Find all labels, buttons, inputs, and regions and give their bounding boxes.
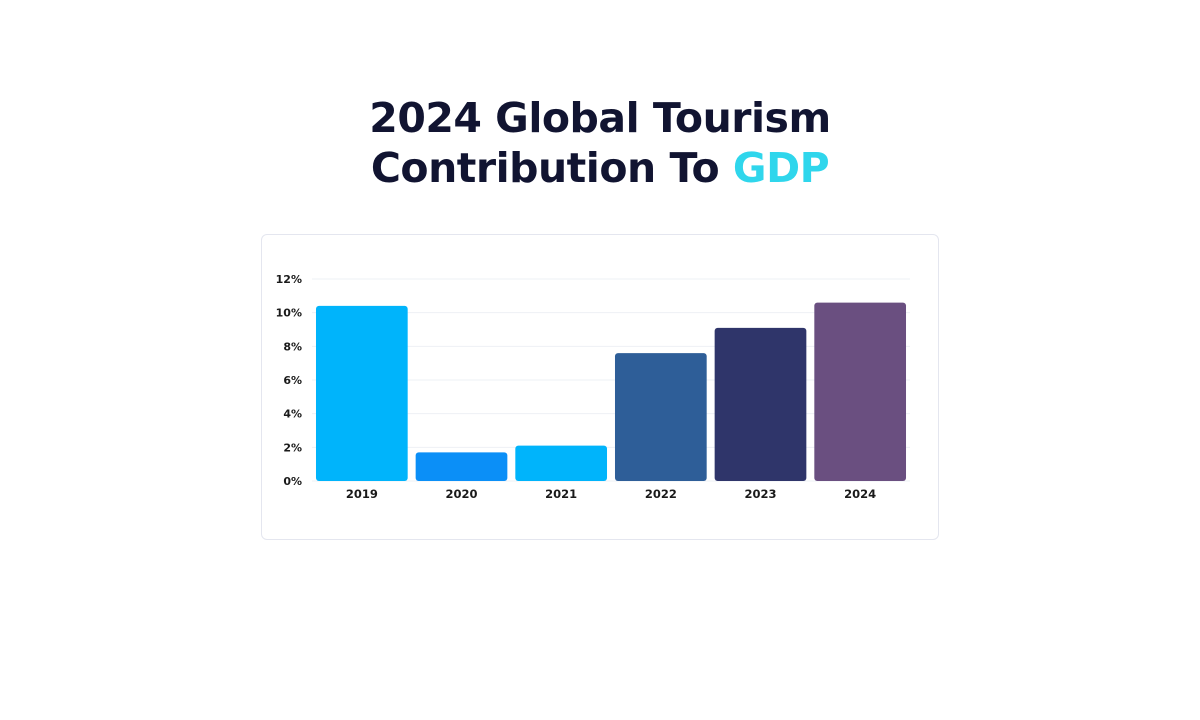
x-tick-label: 2023: [744, 487, 776, 501]
x-tick-label: 2020: [445, 487, 477, 501]
bar: [814, 302, 907, 481]
x-tick-label: 2022: [645, 487, 677, 501]
y-tick-label: 10%: [276, 307, 302, 320]
x-tick-label: 2019: [346, 487, 378, 501]
y-tick-label: 8%: [283, 340, 302, 353]
chart-title-accent: GDP: [732, 144, 830, 192]
chart-title: 2024 Global Tourism Contribution To GDP: [0, 93, 1200, 193]
chart-title-line-1: 2024 Global Tourism: [369, 94, 831, 142]
x-tick-label: 2021: [545, 487, 577, 501]
bar-chart: 0% 2% 4% 6% 8% 10% 12% 2019 2020 2021 2022 2023 2024: [276, 273, 910, 501]
y-tick-label: 4%: [283, 408, 302, 421]
chart-card: 0% 2% 4% 6% 8% 10% 12% 2019 2020 2021 2022 2023 2024: [261, 234, 939, 540]
bar: [614, 353, 707, 481]
bar: [415, 452, 508, 481]
y-tick-label: 6%: [283, 374, 302, 387]
chart-title-line-2: Contribution To GDP: [0, 143, 1200, 193]
bar: [714, 327, 807, 481]
chart-title-prefix: Contribution To: [370, 144, 733, 192]
y-tick-label: 2%: [283, 441, 302, 454]
y-tick-label: 12%: [276, 273, 302, 286]
bar: [315, 305, 408, 481]
bar: [515, 445, 608, 481]
y-tick-label: 0%: [283, 475, 302, 488]
x-tick-label: 2024: [844, 487, 876, 501]
